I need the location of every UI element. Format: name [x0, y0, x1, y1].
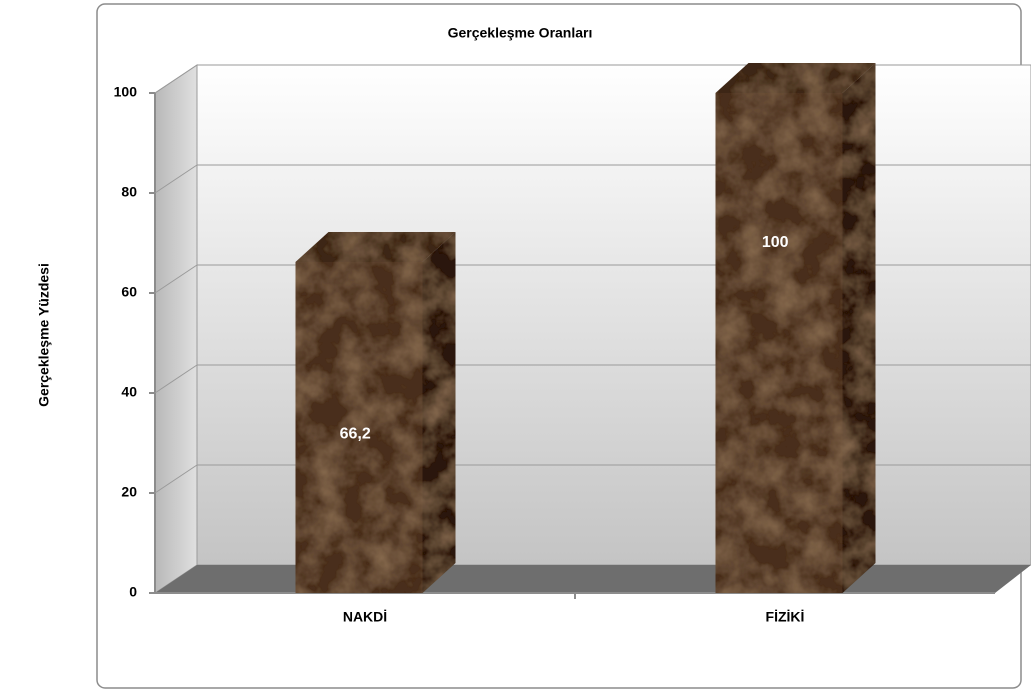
- x-tick-label: FİZİKİ: [766, 609, 805, 625]
- bar-side: [842, 63, 876, 593]
- x-tick-label: NAKDİ: [343, 609, 387, 625]
- bar-top: [295, 232, 456, 262]
- grid-line: [154, 164, 198, 194]
- data-label: 100: [762, 234, 789, 251]
- y-tick-label: 0: [129, 584, 137, 600]
- data-label: 66,2: [340, 425, 371, 442]
- y-tick-label: 20: [121, 484, 137, 500]
- y-axis-label: Gerçekleşme Yüzdesi: [36, 263, 52, 407]
- grid-line: [154, 64, 198, 94]
- bar-side: [422, 232, 456, 593]
- grid-line: [154, 464, 198, 494]
- side-wall: [154, 64, 198, 594]
- floor: [155, 565, 1031, 593]
- bar-top: [715, 63, 876, 93]
- y-tick-label: 40: [121, 384, 137, 400]
- chart-title: Gerçekleşme Oranları: [448, 25, 593, 41]
- y-tick-label: 100: [114, 84, 138, 100]
- bar: [295, 262, 423, 593]
- y-tick-label: 80: [121, 184, 137, 200]
- grid-line: [154, 264, 198, 294]
- grid-line: [154, 364, 198, 394]
- bar: [715, 93, 843, 593]
- y-tick-label: 60: [121, 284, 137, 300]
